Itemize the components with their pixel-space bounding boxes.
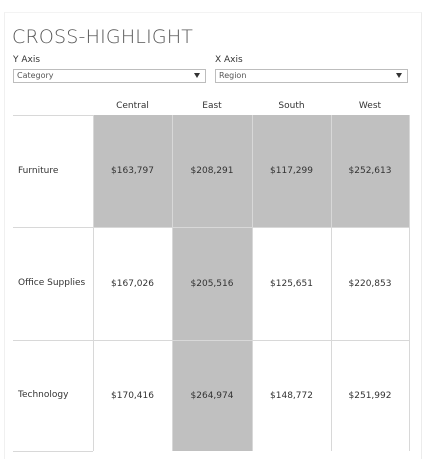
x-axis-label: X Axis: [215, 55, 243, 65]
crosstab-cell[interactable]: $148,772: [252, 340, 331, 451]
grid-line: [409, 115, 410, 451]
crosstab-cell[interactable]: $264,974: [172, 340, 252, 451]
column-header-south: South: [278, 101, 305, 111]
grid-line: [93, 227, 409, 228]
grid-line: [252, 115, 253, 451]
row-divider: [13, 340, 93, 341]
grid-line: [93, 115, 94, 451]
grid-line: [172, 115, 173, 451]
crosstab-cell[interactable]: $252,613: [331, 115, 409, 227]
x-axis-dropdown[interactable]: Region: [215, 69, 408, 83]
row-header-technology: Technology: [18, 390, 69, 400]
crosstab-cell[interactable]: $170,416: [93, 340, 172, 451]
x-axis-selected-value: Region: [219, 71, 247, 80]
crosstab-cell[interactable]: $125,651: [252, 227, 331, 340]
crosstab-cell[interactable]: $163,797: [93, 115, 172, 227]
grid-line: [93, 340, 409, 341]
row-header-office-supplies: Office Supplies: [18, 278, 86, 288]
y-axis-label: Y Axis: [13, 55, 41, 65]
column-header-central: Central: [116, 101, 149, 111]
crosstab-cell[interactable]: $167,026: [93, 227, 172, 340]
row-header-furniture: Furniture: [18, 166, 59, 176]
page-title: CROSS-HIGHLIGHT: [12, 26, 194, 48]
y-axis-dropdown[interactable]: Category: [13, 69, 206, 83]
y-axis-selected-value: Category: [17, 71, 54, 80]
row-divider: [13, 227, 93, 228]
crosstab-cell[interactable]: $117,299: [252, 115, 331, 227]
column-header-west: West: [358, 101, 382, 111]
crosstab-cell[interactable]: $220,853: [331, 227, 409, 340]
crosstab-cell[interactable]: $251,992: [331, 340, 409, 451]
chevron-down-icon: [396, 73, 402, 78]
crosstab-cell[interactable]: $205,516: [172, 227, 252, 340]
row-divider: [13, 115, 93, 116]
chevron-down-icon: [194, 73, 200, 78]
row-divider: [13, 451, 93, 452]
grid-line: [331, 115, 332, 451]
crosstab-cell[interactable]: $208,291: [172, 115, 252, 227]
column-header-east: East: [202, 101, 222, 111]
